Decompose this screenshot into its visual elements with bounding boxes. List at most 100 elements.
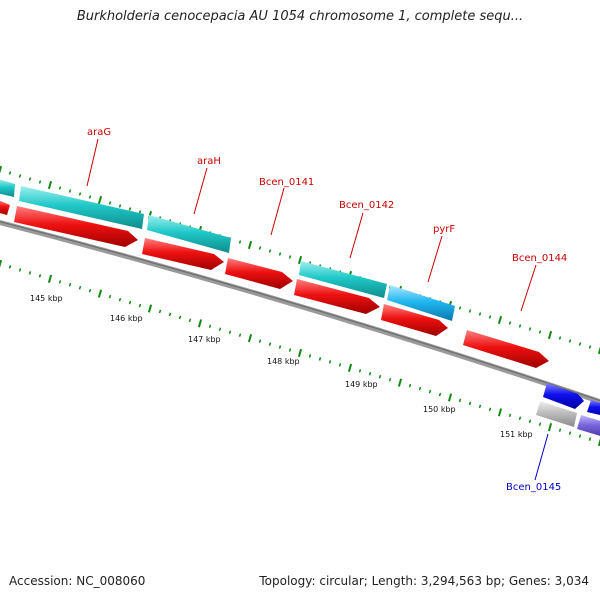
tick-mark	[468, 401, 472, 406]
tick-mark	[368, 371, 372, 376]
tick-mark	[238, 240, 242, 244]
tick-mark	[518, 416, 522, 421]
tick-mark	[118, 204, 122, 208]
tick-mark	[178, 315, 182, 320]
tick-mark	[397, 378, 403, 387]
tick-mark	[168, 312, 172, 317]
tick-mark	[278, 252, 282, 256]
tick-mark	[578, 342, 582, 346]
tick-mark	[97, 289, 103, 298]
tick-mark	[578, 434, 582, 438]
tick-mark	[588, 437, 592, 441]
tick-mark	[538, 330, 542, 334]
gene-reverse[interactable]	[0, 200, 10, 215]
tick-mark	[47, 180, 53, 190]
gene-label-Bcen_0145: Bcen_0145	[506, 482, 561, 493]
tick-mark	[28, 271, 32, 275]
gene-araH-reverse[interactable]	[142, 238, 224, 270]
gene-label-Bcen_0141: Bcen_0141	[259, 177, 314, 188]
gene-araH[interactable]	[147, 215, 231, 253]
tick-mark	[497, 315, 503, 325]
tick-mark	[228, 330, 232, 335]
tick-mark	[38, 274, 42, 278]
tick-mark	[378, 374, 382, 379]
gene-pyrF-reverse[interactable]	[381, 304, 448, 336]
tick-mark	[297, 255, 303, 265]
tick-mark	[547, 423, 553, 432]
gene-araG[interactable]	[19, 186, 144, 229]
gene-araG-reverse[interactable]	[14, 206, 138, 247]
tick-mark	[488, 315, 492, 319]
tick-mark	[478, 404, 482, 409]
tick-mark	[318, 357, 322, 361]
tick-mark	[18, 174, 22, 178]
tick-mark	[547, 330, 553, 340]
gene-label-araH: araH	[197, 156, 221, 167]
tick-mark	[288, 348, 292, 352]
gene-Bcen_0142[interactable]	[299, 261, 387, 298]
tick-mark	[308, 354, 312, 358]
tick-mark	[108, 294, 112, 299]
tick-mark	[388, 377, 392, 382]
gene-Bcen_0142-reverse[interactable]	[294, 279, 380, 314]
tick-mark	[358, 369, 362, 373]
tick-mark	[128, 300, 132, 305]
tick-mark	[97, 195, 103, 205]
tick-mark	[508, 413, 512, 418]
tick-mark	[558, 428, 562, 432]
tick-mark	[158, 309, 162, 314]
tick-mark	[538, 422, 542, 426]
backbone-inner-line	[0, 220, 600, 402]
tick-mark	[478, 312, 482, 316]
kbp-label-146: 146 kbp	[110, 314, 143, 323]
tick-mark	[128, 207, 132, 211]
tick-mark	[518, 324, 522, 328]
tick-mark	[288, 255, 292, 259]
tick-mark	[28, 177, 32, 181]
tick-mark	[247, 334, 253, 343]
kbp-label-145: 145 kbp	[30, 294, 63, 303]
tick-mark	[458, 398, 462, 403]
tick-mark	[447, 393, 453, 402]
gene-Bcen_0144[interactable]	[463, 330, 549, 368]
tick-mark	[18, 268, 22, 272]
gene-pyrF[interactable]	[387, 285, 455, 321]
summary-text: Topology: circular; Length: 3,294,563 bp…	[259, 574, 589, 588]
label-leaders	[86, 138, 537, 312]
kbp-label-148: 148 kbp	[267, 357, 300, 366]
tick-mark	[138, 303, 142, 308]
gene-purple[interactable]	[577, 415, 600, 437]
tick-mark	[58, 280, 62, 284]
gene-forward[interactable]	[0, 179, 15, 197]
tick-mark	[8, 171, 12, 175]
tick-mark	[118, 297, 122, 302]
tick-mark	[497, 408, 503, 417]
tick-mark	[188, 318, 192, 323]
tick-mark	[468, 309, 472, 313]
tick-mark	[438, 392, 442, 397]
tick-mark	[268, 249, 272, 253]
tick-mark	[218, 327, 222, 332]
tick-mark	[347, 363, 353, 372]
tick-mark	[38, 180, 42, 184]
tick-mark	[508, 321, 512, 325]
tick-mark	[568, 339, 572, 343]
tick-mark	[268, 342, 272, 346]
tick-mark	[408, 383, 412, 388]
gene-Bcen_0145[interactable]	[536, 401, 577, 427]
tick-mark	[488, 407, 492, 412]
gene-Bcen_0141[interactable]	[225, 258, 293, 289]
gene-blue-2[interactable]	[587, 400, 600, 416]
tick-mark	[0, 165, 3, 174]
tick-mark	[138, 210, 142, 214]
gene-label-Bcen_0142: Bcen_0142	[339, 200, 394, 211]
tick-mark	[338, 363, 342, 367]
tick-mark	[208, 324, 212, 329]
gene-label-araG: araG	[87, 127, 111, 138]
map-title: Burkholderia cenocepacia AU 1054 chromos…	[76, 9, 524, 24]
tick-mark	[558, 336, 562, 340]
tick-mark	[78, 285, 82, 290]
gene-blue-1[interactable]	[543, 383, 584, 409]
inner-tick-track	[0, 259, 600, 447]
